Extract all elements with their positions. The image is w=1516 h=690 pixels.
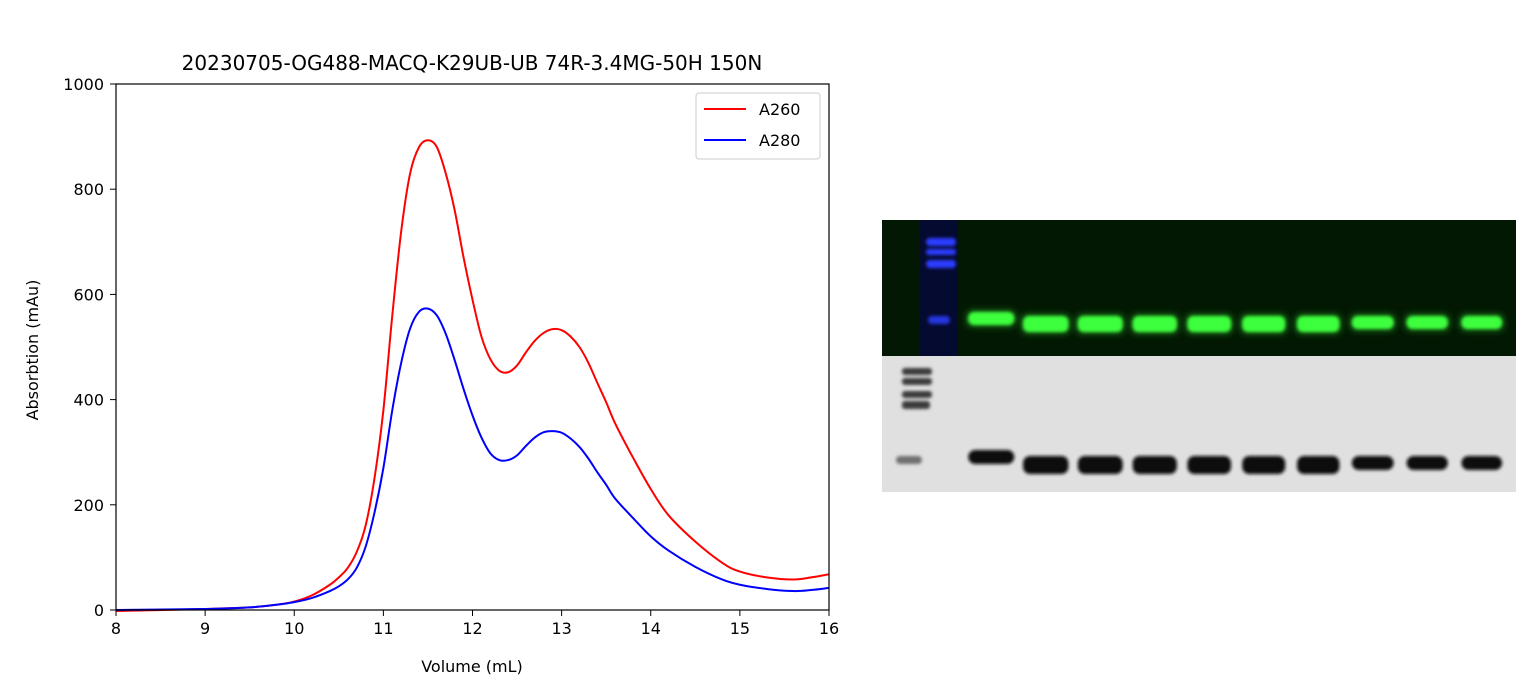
y-axis-label: Absorbtion (mAu) (23, 280, 42, 421)
series-line-a260 (115, 139, 830, 613)
fluorescence-band (1242, 316, 1286, 332)
stained-band (1132, 456, 1177, 474)
y-axis: 0 200 400 600 800 1000 (63, 75, 116, 620)
x-tick-label: 8 (111, 619, 121, 638)
stained-gel (882, 356, 1516, 492)
fluorescence-band (1077, 316, 1123, 332)
stained-band (1461, 456, 1503, 470)
fluorescence-band (968, 312, 1015, 325)
plot-frame (115, 83, 830, 611)
legend-label-a260: A260 (759, 100, 800, 119)
ladder-band (902, 401, 930, 409)
fluorescence-band (1297, 316, 1340, 332)
ladder-band (902, 378, 932, 385)
plot-area (115, 139, 830, 613)
stained-band (1297, 456, 1340, 474)
stained-band (1242, 456, 1286, 474)
fluorescence-band (1406, 316, 1448, 329)
stained-band (1187, 456, 1232, 474)
y-tick-label: 200 (73, 496, 104, 515)
x-tick-label: 9 (200, 619, 210, 638)
stained-band (1406, 456, 1448, 470)
ladder-band (926, 249, 956, 255)
fluorescence-band (1023, 316, 1069, 332)
fluorescence-band (1187, 316, 1232, 332)
ladder-band (902, 391, 932, 398)
chart-title: 20230705-OG488-MACQ-K29UB-UB 74R-3.4MG-5… (182, 51, 763, 75)
fluorescence-gel-background (882, 220, 1516, 356)
stained-band (1077, 456, 1123, 474)
fluorescence-band (1132, 316, 1177, 332)
stained-ladder (896, 368, 932, 464)
legend: A260 A280 (695, 92, 821, 160)
y-tick-label: 600 (73, 285, 104, 304)
stained-band (968, 450, 1015, 464)
x-axis: 8 9 10 11 12 13 14 15 16 (111, 610, 839, 638)
y-tick-label: 1000 (63, 75, 104, 94)
gel-image (882, 220, 1516, 492)
x-axis-label: Volume (mL) (421, 657, 523, 676)
ladder-band (896, 456, 922, 464)
fluorescence-sample-bands (966, 310, 1505, 334)
ladder-band (926, 238, 956, 246)
ladder-band (902, 368, 932, 375)
fluorescence-band (1461, 316, 1503, 329)
x-tick-label: 10 (284, 619, 304, 638)
ladder-band (928, 316, 950, 324)
legend-box (695, 92, 821, 160)
y-tick-label: 0 (94, 601, 104, 620)
fluorescence-ladder (926, 238, 956, 324)
legend-label-a280: A280 (759, 131, 800, 150)
stained-sample-bands (968, 450, 1503, 474)
fluorescence-gel (882, 220, 1516, 356)
x-tick-label: 14 (641, 619, 661, 638)
fluorescence-band (1351, 316, 1394, 329)
x-tick-label: 15 (730, 619, 750, 638)
x-tick-label: 13 (551, 619, 571, 638)
ladder-band (926, 260, 956, 268)
y-tick-label: 400 (73, 391, 104, 410)
x-tick-label: 12 (462, 619, 482, 638)
x-tick-label: 16 (819, 619, 839, 638)
y-tick-label: 800 (73, 180, 104, 199)
x-tick-label: 11 (373, 619, 393, 638)
stained-band (1351, 456, 1394, 470)
series-line-a280 (115, 307, 830, 611)
stained-band (1023, 456, 1069, 474)
chromatogram-chart: 20230705-OG488-MACQ-K29UB-UB 74R-3.4MG-5… (23, 51, 839, 676)
